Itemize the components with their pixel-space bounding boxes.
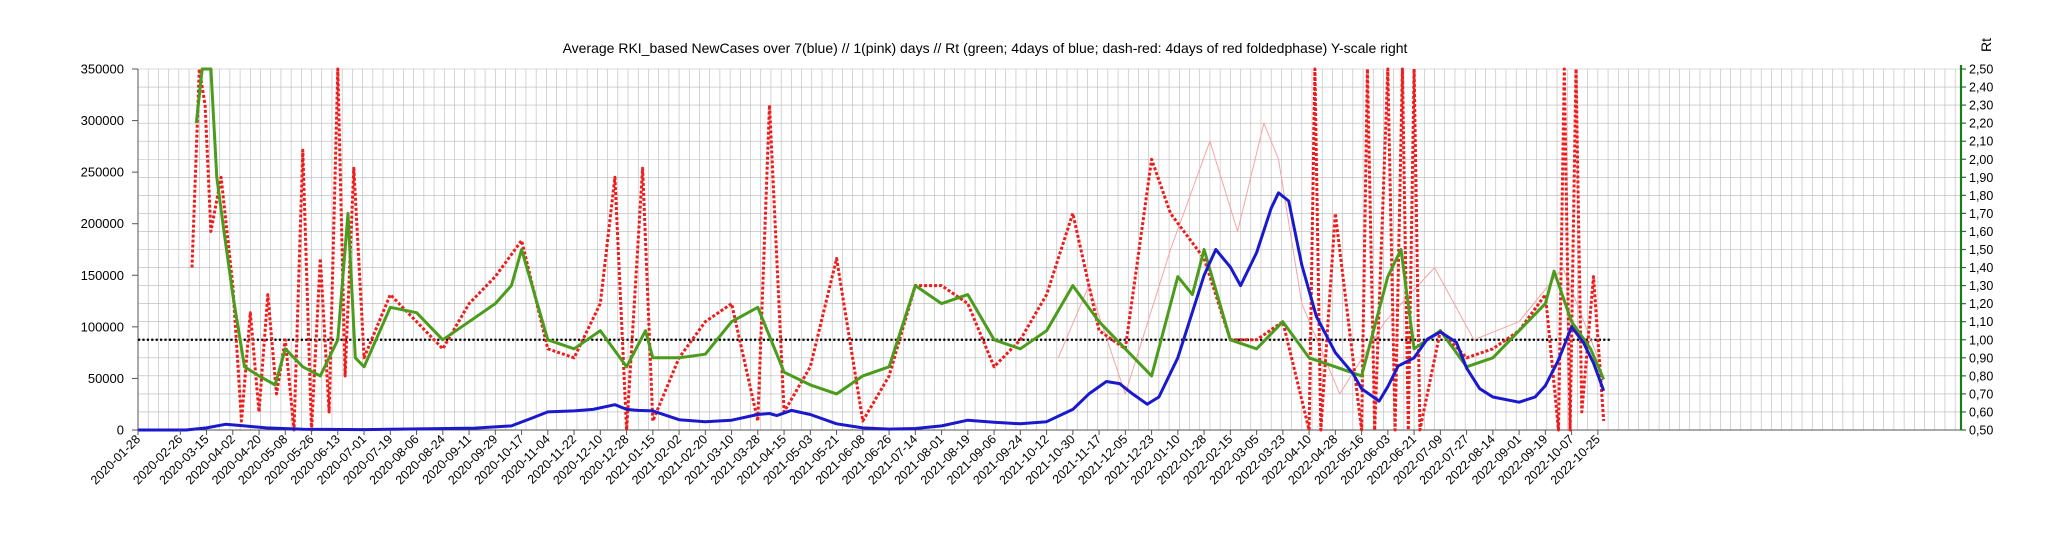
y-tick-label-right: 2,20 — [1969, 117, 1993, 131]
y-tick-label-left: 250000 — [81, 165, 124, 180]
y-tick-label-right: 2,30 — [1969, 99, 1993, 113]
y-tick-label-left: 0 — [117, 423, 124, 438]
y-tick-label-left: 200000 — [81, 216, 124, 231]
rt-red-dashed-line — [190, 67, 1606, 432]
rt-green-line — [194, 67, 1606, 396]
y-tick-label-right: 2,40 — [1969, 81, 1993, 95]
y-tick-label-right: 0,70 — [1969, 387, 1993, 401]
y-tick-label-right: 0,80 — [1969, 369, 1993, 383]
y-tick-label-right: 0,60 — [1969, 405, 1993, 419]
y-tick-label-right: 1,90 — [1969, 171, 1993, 185]
y-tick-label-right: 2,00 — [1969, 153, 1993, 167]
chart-title: Average RKI_based NewCases over 7(blue) … — [563, 40, 1408, 56]
series-layer — [138, 67, 1611, 432]
y-tick-label-right: 1,40 — [1969, 261, 1993, 275]
y-tick-label-right: 1,60 — [1969, 225, 1993, 239]
y-tick-label-right: 1,80 — [1969, 189, 1993, 203]
y-tick-label-left: 300000 — [81, 113, 124, 128]
y-tick-label-left: 100000 — [81, 319, 124, 334]
y-tick-label-right: 2,10 — [1969, 135, 1993, 149]
y-tick-label-left: 150000 — [81, 268, 124, 283]
y-tick-label-right: 1,70 — [1969, 207, 1993, 221]
y-tick-label-left: 350000 — [81, 62, 124, 77]
right-axis-label: Rt — [1978, 38, 1994, 52]
cases-7day-blue-line — [138, 191, 1606, 432]
y-tick-label-right: 2,50 — [1969, 63, 1993, 77]
y-tick-label-right: 0,90 — [1969, 351, 1993, 365]
y-tick-label-right: 1,30 — [1969, 279, 1993, 293]
y-tick-label-left: 50000 — [88, 371, 124, 386]
y-tick-label-right: 1,00 — [1969, 333, 1993, 347]
grid-layer — [137, 68, 1961, 431]
cases-1day-pink-line — [1057, 122, 1599, 395]
y-tick-label-right: 1,10 — [1969, 315, 1993, 329]
y-tick-label-right: 1,50 — [1969, 243, 1993, 257]
axes-layer — [137, 65, 1963, 431]
y-tick-label-right: 1,20 — [1969, 297, 1993, 311]
y-tick-label-right: 0,50 — [1969, 424, 1993, 438]
